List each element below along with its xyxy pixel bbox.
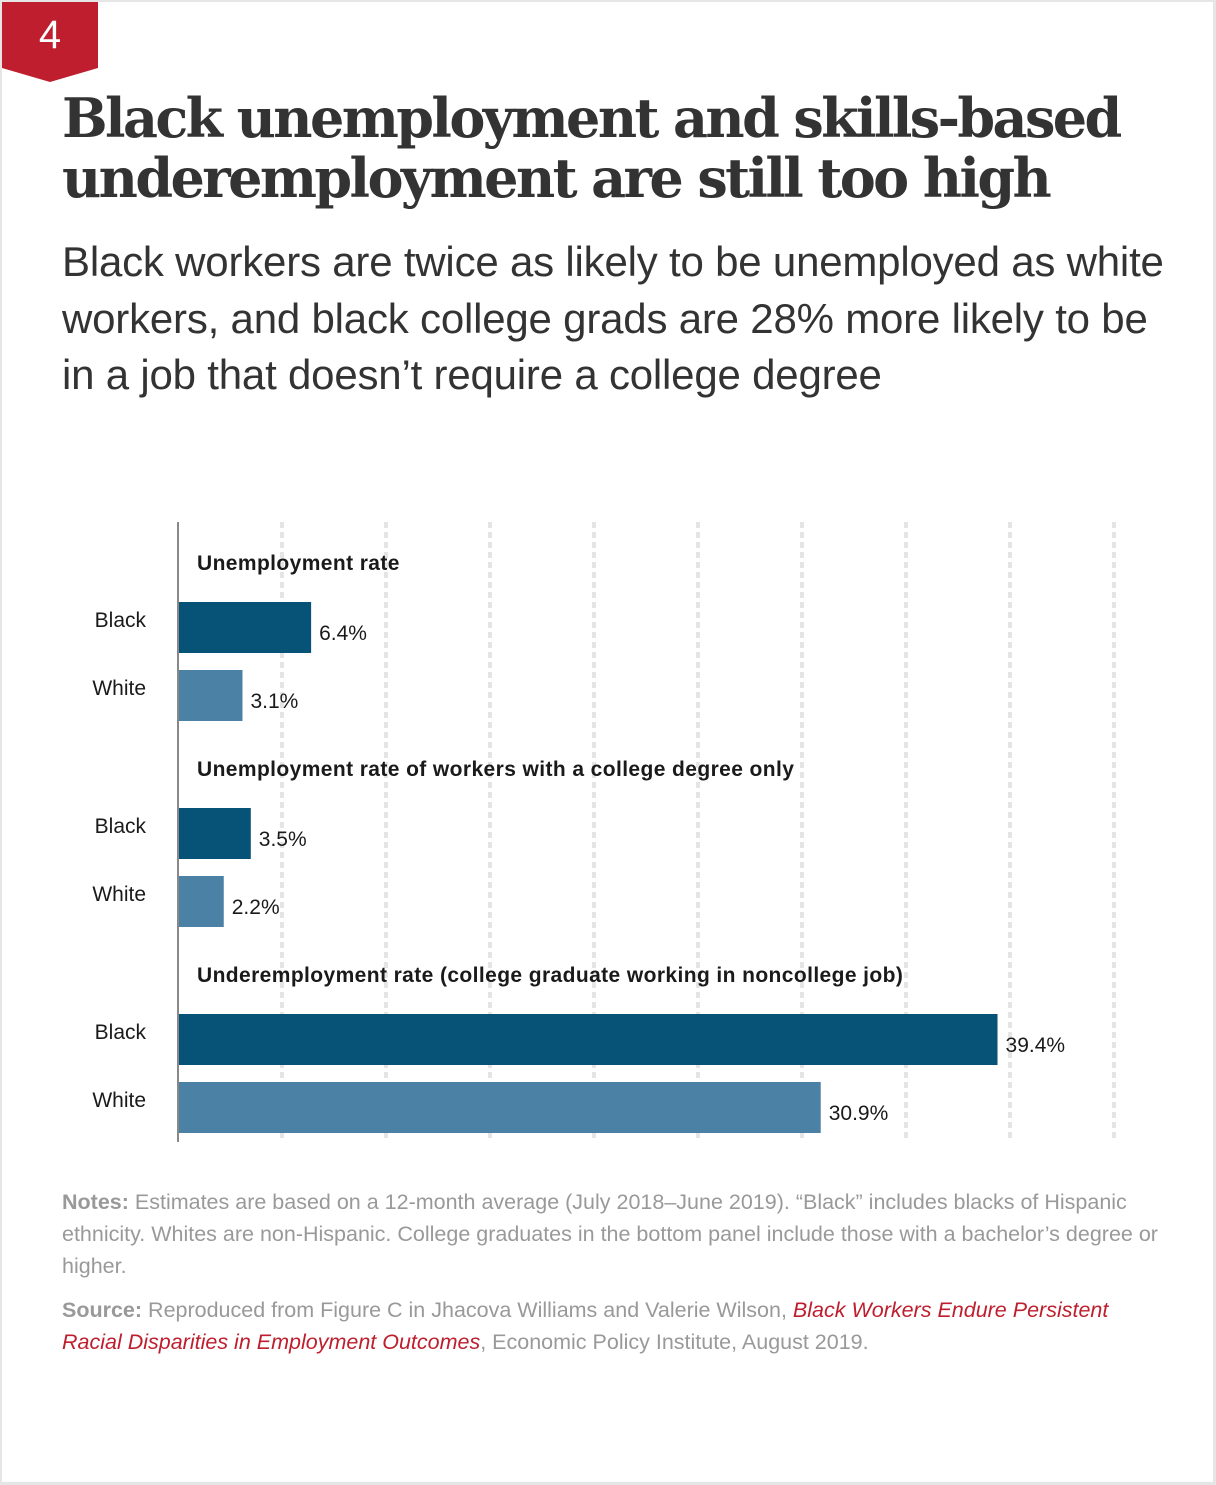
category-label: Black: [95, 815, 147, 838]
bar-white: [178, 1082, 821, 1133]
value-label: 3.1%: [250, 690, 298, 713]
bar-chart: Unemployment rate Black 6.4% White 3.1% Unemp…: [92, 522, 1116, 1142]
figure-number-badge: 4: [2, 2, 98, 82]
chart-subtitle: Black workers are twice as likely to be …: [62, 238, 1164, 398]
category-label: White: [92, 1089, 146, 1112]
bar-black: [178, 602, 312, 653]
bar-black: [178, 808, 251, 859]
chart-notes: Notes: Estimates are based on a 12-month…: [62, 1186, 1172, 1282]
figure-number: 4: [38, 13, 62, 57]
source-text: Reproduced from Figure C in Jhacova Will…: [142, 1298, 793, 1322]
source-tail: , Economic Policy Institute, August 2019…: [480, 1330, 869, 1354]
category-label: Black: [95, 609, 147, 632]
chart-source: Source: Reproduced from Figure C in Jhac…: [62, 1294, 1172, 1358]
value-label: 39.4%: [1006, 1034, 1066, 1057]
notes-label: Notes:: [62, 1190, 129, 1214]
value-label: 6.4%: [319, 622, 367, 645]
value-label: 3.5%: [259, 828, 307, 851]
category-label: White: [92, 677, 146, 700]
bar-black: [178, 1014, 998, 1065]
category-label: Black: [95, 1021, 147, 1044]
source-report-link[interactable]: Black Workers Endure Persistent Racial D…: [62, 1298, 1109, 1354]
category-label: White: [92, 883, 146, 906]
source-label: Source:: [62, 1298, 143, 1322]
value-label: 30.9%: [829, 1102, 889, 1125]
panel-title: Unemployment rate: [197, 552, 400, 575]
panel-title: Unemployment rate of workers with a coll…: [197, 758, 794, 781]
bar-white: [178, 670, 243, 721]
value-label: 2.2%: [232, 896, 280, 919]
chart-title: Black unemployment and skills-based unde…: [62, 88, 1182, 208]
bar-white: [178, 876, 224, 927]
chart-title-line-1: Black unemployment and skills-based: [62, 86, 1122, 150]
chart-title-line-2: underemployment are still too high: [62, 146, 1052, 210]
notes-text: Estimates are based on a 12-month averag…: [62, 1190, 1158, 1278]
panel-title: Underemployment rate (college graduate w…: [197, 964, 903, 987]
badge-banner-shape: [2, 2, 98, 82]
